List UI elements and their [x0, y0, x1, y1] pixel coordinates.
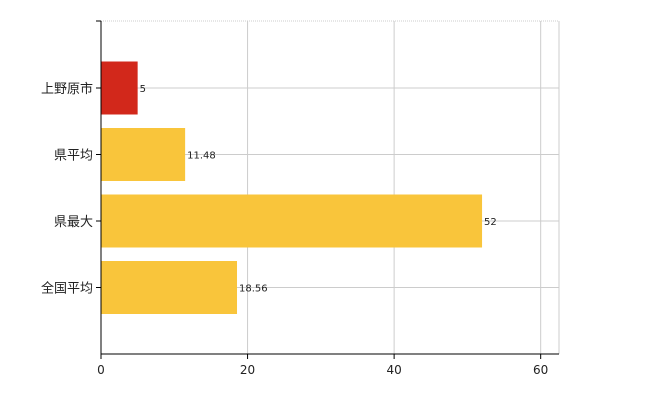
category-label: 上野原市: [41, 81, 93, 97]
bar: [101, 61, 138, 115]
bar: [101, 194, 483, 248]
bar: [101, 261, 238, 314]
category-label: 全国平均: [41, 281, 93, 297]
x-tick-label: 0: [97, 363, 105, 377]
bars: [101, 61, 483, 314]
labels: 上野原市 5 県平均 11.48 県最大 52 全国平均 18.56: [41, 81, 497, 297]
x-tick-label: 20: [240, 363, 255, 377]
data-label: 11.48: [187, 151, 216, 162]
x-tick-label: 60: [533, 363, 548, 377]
bar: [101, 128, 186, 181]
category-label: 県平均: [54, 149, 93, 164]
grid: [101, 20, 560, 354]
data-label: 52: [484, 217, 497, 228]
x-tick-label: 40: [386, 363, 401, 377]
data-label: 5: [140, 84, 146, 95]
axes: 0 20 40 60: [96, 20, 559, 377]
data-label: 18.56: [239, 284, 268, 295]
category-label: 県最大: [54, 215, 93, 230]
